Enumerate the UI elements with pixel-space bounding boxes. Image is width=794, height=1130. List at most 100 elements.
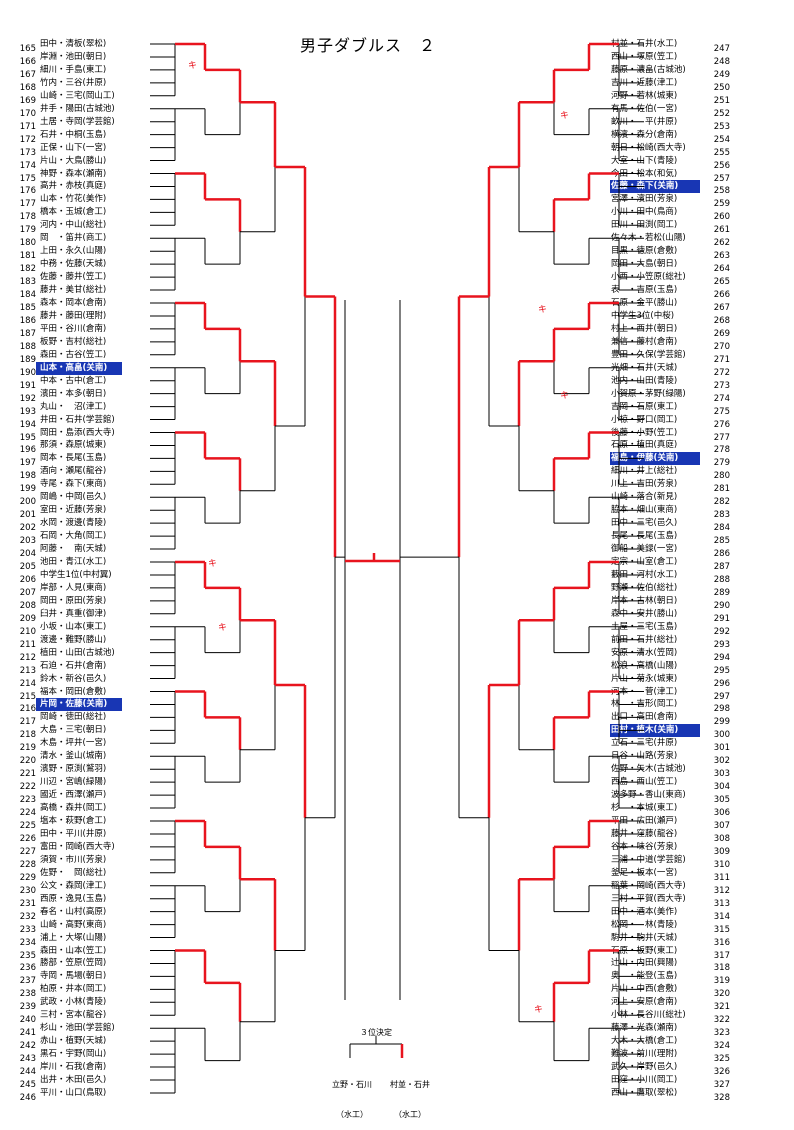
left-entry-row: 185 森本・岡本(倉南) [14, 297, 122, 313]
left-entry-row: 179 河内・中山(総社) [14, 219, 122, 235]
entry-number: 254 [713, 134, 730, 145]
entry-name: 武久・岸野(邑久) [611, 1062, 678, 1073]
left-entry-row: 215 福本・岡田(倉敷) [14, 686, 122, 702]
left-entry-row: 201 室田・近藤(芳泉) [14, 504, 122, 520]
left-entry-row: 218 大島・三宅(朝日) [14, 724, 122, 740]
entry-number: 320 [713, 989, 730, 1000]
entry-number: 296 [713, 678, 730, 689]
entry-name: 河本・ 菅(津工) [611, 686, 678, 697]
left-entry-row: 214 鈴木・新谷(邑久) [14, 673, 122, 689]
entry-number: 169 [19, 95, 36, 106]
entry-name: 小賀原・茅野(緑陽) [611, 388, 686, 399]
entry-name: 細川・井上(総社) [611, 466, 678, 477]
right-entry-row: 田中・三宅(邑久) 284 [610, 517, 730, 533]
entry-name: 塩本・萩野(倉工) [40, 816, 107, 826]
entry-number: 226 [19, 833, 36, 844]
left-entry-row: 168 竹内・三谷(井原) [14, 77, 122, 93]
entry-number: 323 [713, 1028, 730, 1039]
third-place-team-a-school: （水工） [336, 1110, 368, 1119]
left-entry-row: 199 寺尾・森下(東商) [14, 478, 122, 494]
left-entry-row: 186 藤井・藤田(理附) [14, 310, 122, 326]
right-entry-row: 兼信・藤村(倉南) 270 [610, 336, 730, 352]
entry-name: 小椋・野口(岡工) [611, 414, 678, 425]
left-entry-row: 237 寺岡・馬場(朝日) [14, 970, 122, 986]
entry-name: 出口・高田(倉南) [611, 712, 678, 723]
entry-number: 269 [713, 328, 730, 339]
entry-name: 前田・石井(総社) [611, 634, 678, 645]
entry-name: 横濱・森分(倉南) [611, 129, 678, 140]
entry-name: 田中・三宅(邑久) [611, 518, 678, 529]
right-entry-row: 片山・中西(倉敷) 320 [610, 983, 730, 999]
right-entry-row: 前田・石井(総社) 293 [610, 634, 730, 650]
entry-name: 奥 ・能登(玉島) [611, 971, 678, 982]
entry-name: 正保・山下(一宮) [40, 142, 107, 153]
entry-name: 豊田・久保(学芸館) [611, 349, 686, 360]
entry-name: 植田・山田(古城池) [40, 647, 115, 658]
entry-number: 240 [19, 1015, 36, 1026]
entry-number: 171 [19, 121, 36, 132]
left-entry-row: 233 山崎・高野(東商) [14, 919, 122, 935]
entry-number: 189 [19, 354, 36, 365]
entry-name: 赤山・植野(天城) [40, 1036, 107, 1047]
left-entry-row: 188 板野・吉村(総社) [14, 336, 122, 352]
entry-number: 234 [19, 937, 36, 948]
left-entry-row: 220 清水・釜山(城南) [14, 750, 122, 766]
right-entry-row: 日谷・山路(芳泉) 302 [610, 750, 730, 766]
entry-name: 森田・古谷(笠工) [40, 349, 107, 360]
entry-number: 310 [713, 859, 730, 870]
entry-name: 土屋・三宅(玉島) [611, 621, 678, 632]
left-entry-row: 170 井手・陽田(古城池) [14, 103, 122, 119]
third-place-team-b-school: （水工） [394, 1110, 426, 1119]
left-entry-row: 217 岡崎・徳田(総社) [14, 711, 122, 727]
bye-mark: キ [560, 111, 569, 121]
entry-number: 241 [19, 1028, 36, 1039]
entry-name: 岡田・大島(朝日) [611, 259, 678, 270]
left-entry-row: 166 岸淵・池田(朝日) [14, 51, 122, 67]
right-entry-row: 安原・清水(笠岡) 294 [610, 647, 730, 663]
entry-name: 小林・長谷川(総社) [611, 1010, 686, 1021]
left-entry-row: 224 高橋・森井(岡工) [14, 802, 122, 818]
entry-number: 244 [19, 1067, 36, 1078]
entry-name: 高橋・森井(岡工) [40, 803, 107, 814]
right-entry-row: 大室・山下(青陵) 256 [610, 155, 730, 171]
entry-name: 福本・岡田(倉敷) [40, 686, 107, 697]
left-entry-row: 223 國近・西澤(瀬戸) [14, 789, 122, 805]
entry-number: 275 [713, 406, 730, 417]
entry-number: 175 [19, 173, 36, 184]
entry-name: 岡田・原田(芳泉) [40, 595, 107, 606]
entry-name: 松浪・高橋(山陽) [611, 660, 678, 671]
right-entry-row: 片山・菊永(城東) 296 [610, 673, 730, 689]
entry-name: 小川・田中(鳥商) [611, 207, 678, 218]
entry-number: 260 [713, 212, 730, 223]
bye-mark: キ [538, 305, 547, 315]
entry-name: 武政・小林(青陵) [40, 997, 107, 1008]
entry-number: 223 [19, 795, 36, 806]
entry-name: 難波・前川(理附) [611, 1049, 678, 1060]
entry-name: 片山・中西(倉敷) [611, 984, 678, 995]
left-entry-row: 176 高井・赤枝(真庭) [14, 180, 122, 196]
third-place-team-a-names: 立野・石川 [332, 1080, 372, 1089]
entry-number: 208 [19, 600, 36, 611]
bye-mark: キ [188, 61, 197, 71]
entry-number: 184 [19, 290, 36, 301]
right-entry-row: 河野・若林(城東) 251 [610, 90, 730, 106]
entry-name: 稲葉・岡崎(西大寺) [611, 880, 686, 891]
entry-number: 237 [19, 976, 36, 987]
left-entry-row: 172 石井・中桐(玉島) [14, 129, 122, 145]
entry-name: 山本・竹花(美作) [40, 194, 107, 205]
entry-name: 出井・木田(邑久) [40, 1075, 107, 1085]
entry-name: 西山・鷹取(翠松) [611, 1087, 678, 1098]
entry-number: 166 [19, 56, 36, 67]
left-entry-row: 194 井田・石井(学芸館) [14, 414, 122, 430]
right-entry-row: 田川・田渕(岡工) 261 [610, 219, 730, 235]
entry-name: 村上・西井(朝日) [611, 323, 678, 334]
entry-name: 濱田・本多(朝日) [40, 388, 107, 399]
entry-number: 292 [713, 626, 730, 637]
right-entry-row: 出口・高田(倉南) 299 [610, 711, 730, 727]
entry-name: 光畑・石井(天城) [611, 362, 678, 373]
entry-name: 岡崎・徳田(総社) [40, 712, 107, 723]
entry-number: 239 [19, 1002, 36, 1013]
right-entry-row: 福島・伊藤(关南) 279 [610, 452, 730, 468]
entry-number: 317 [713, 950, 730, 961]
entry-number: 212 [19, 652, 36, 663]
